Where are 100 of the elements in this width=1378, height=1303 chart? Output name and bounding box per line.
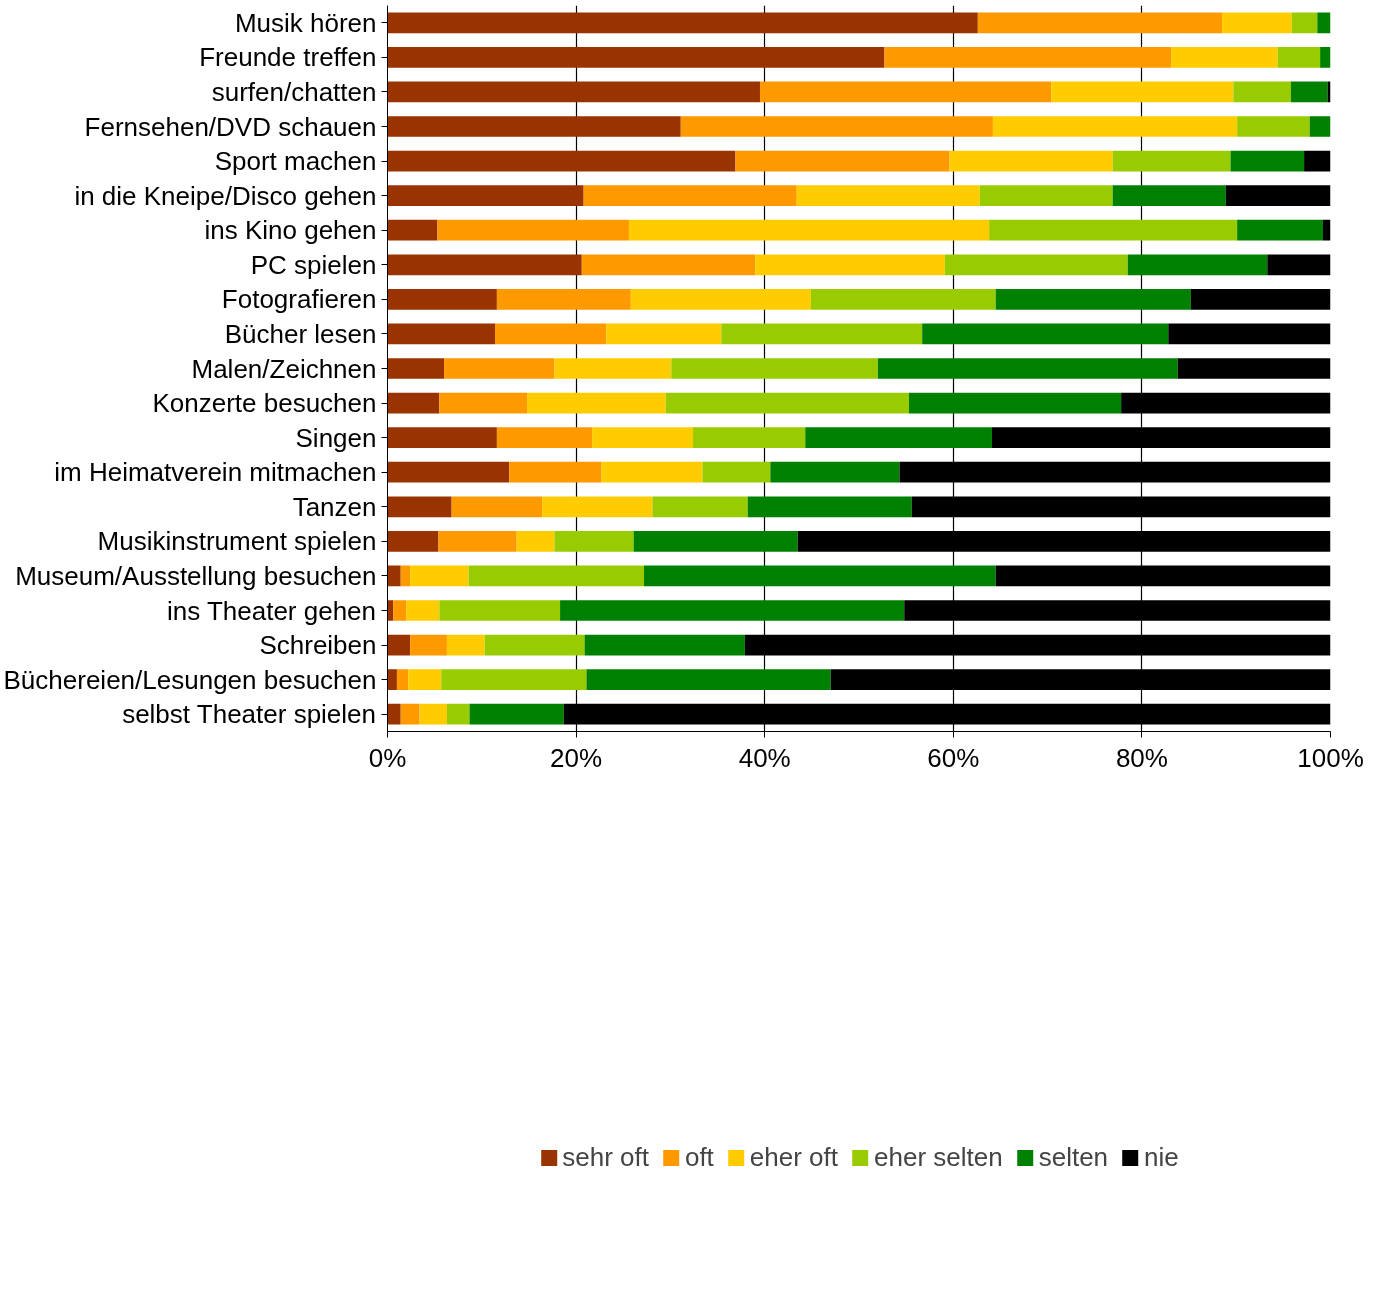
y-tick-label: in die Kneipe/Disco gehen bbox=[74, 180, 377, 211]
bar bbox=[949, 150, 1113, 172]
x-tick-label: 60% bbox=[927, 742, 980, 773]
bar bbox=[438, 530, 517, 552]
bar bbox=[1233, 81, 1291, 103]
x-tick-label: 80% bbox=[1115, 742, 1168, 773]
bar bbox=[437, 219, 629, 241]
bar bbox=[721, 323, 923, 345]
bar bbox=[1127, 254, 1268, 276]
bar bbox=[652, 496, 748, 518]
bar bbox=[630, 288, 811, 310]
y-tick-label: Büchereien/Lesungen besuchen bbox=[3, 664, 377, 695]
bar bbox=[387, 116, 681, 137]
bar bbox=[583, 185, 797, 207]
bar bbox=[979, 185, 1113, 207]
y-tick-label: Konzerte besuchen bbox=[152, 388, 377, 419]
y-tick-label: Sport machen bbox=[214, 146, 377, 177]
bar bbox=[735, 150, 950, 172]
bar bbox=[877, 358, 1178, 379]
bar bbox=[484, 634, 585, 656]
bar bbox=[805, 427, 992, 449]
bar bbox=[680, 116, 993, 137]
bar bbox=[400, 565, 411, 587]
bar bbox=[592, 427, 694, 449]
bar bbox=[995, 288, 1191, 310]
bar bbox=[408, 669, 442, 691]
bar bbox=[1237, 116, 1310, 137]
bar bbox=[601, 461, 703, 483]
legend-label: selten bbox=[1038, 1141, 1109, 1173]
bar bbox=[810, 288, 996, 310]
y-tick-label: selbst Theater spielen bbox=[122, 699, 377, 730]
legend-label: eher selten bbox=[874, 1141, 1003, 1173]
bar bbox=[387, 46, 885, 68]
bar bbox=[446, 703, 470, 725]
y-tick-label: im Heimatverein mitmachen bbox=[54, 457, 377, 488]
bar bbox=[387, 634, 411, 656]
bar bbox=[1230, 150, 1305, 172]
y-tick-label: Musik hören bbox=[234, 7, 377, 38]
y-tick-label: Fotografieren bbox=[221, 284, 377, 315]
bar bbox=[554, 358, 672, 379]
y-tick-label: Museum/Ausstellung besuchen bbox=[15, 560, 377, 591]
bar bbox=[387, 81, 760, 103]
bar bbox=[554, 530, 634, 552]
legend-label: sehr oft bbox=[562, 1141, 649, 1173]
bar bbox=[633, 530, 798, 552]
bar bbox=[586, 669, 831, 691]
y-tick-label: Tanzen bbox=[292, 491, 377, 522]
bar bbox=[584, 634, 745, 656]
bar bbox=[387, 427, 497, 449]
y-tick-label: ins Kino gehen bbox=[204, 215, 377, 246]
bar bbox=[439, 392, 528, 414]
bar bbox=[410, 634, 447, 656]
bar bbox=[759, 81, 1052, 103]
bar bbox=[755, 254, 945, 276]
bar bbox=[387, 12, 978, 34]
bar bbox=[387, 150, 736, 172]
bar bbox=[387, 392, 440, 414]
bar bbox=[1304, 150, 1331, 172]
bar bbox=[387, 323, 495, 345]
bar bbox=[527, 392, 666, 414]
y-tick-label: PC spielen bbox=[250, 249, 377, 280]
bar bbox=[387, 358, 445, 379]
bar bbox=[1222, 12, 1292, 34]
bar bbox=[387, 565, 401, 587]
bar bbox=[693, 427, 806, 449]
x-tick-label: 20% bbox=[550, 742, 603, 773]
bar bbox=[509, 461, 602, 483]
bar bbox=[796, 185, 980, 207]
bar bbox=[1320, 46, 1331, 68]
bar bbox=[1051, 81, 1234, 103]
bar bbox=[387, 185, 584, 207]
x-tick-label: 100% bbox=[1297, 742, 1364, 773]
bar bbox=[1112, 150, 1231, 172]
bar bbox=[581, 254, 756, 276]
y-tick-label: Schreiben bbox=[259, 630, 377, 661]
x-tick-label: 40% bbox=[738, 742, 791, 773]
bar bbox=[644, 565, 996, 587]
bar bbox=[468, 565, 644, 587]
legend-label: nie bbox=[1144, 1141, 1179, 1173]
bar bbox=[387, 703, 401, 725]
bar bbox=[387, 496, 452, 518]
bar bbox=[396, 669, 409, 691]
bar bbox=[977, 12, 1223, 34]
bar bbox=[1317, 12, 1331, 34]
bar bbox=[387, 288, 497, 310]
bar bbox=[992, 116, 1238, 137]
y-tick-label: surfen/chatten bbox=[211, 76, 377, 107]
bar bbox=[944, 254, 1128, 276]
bar bbox=[908, 392, 1122, 414]
y-tick-label: Freunde treffen bbox=[199, 42, 377, 73]
bar bbox=[542, 496, 653, 518]
bar bbox=[495, 323, 607, 345]
bar bbox=[1190, 288, 1331, 310]
bar bbox=[451, 496, 543, 518]
bar bbox=[419, 703, 447, 725]
bar bbox=[1290, 81, 1328, 103]
bar bbox=[671, 358, 878, 379]
bar bbox=[439, 600, 561, 621]
bar bbox=[406, 600, 440, 621]
bar bbox=[387, 254, 582, 276]
